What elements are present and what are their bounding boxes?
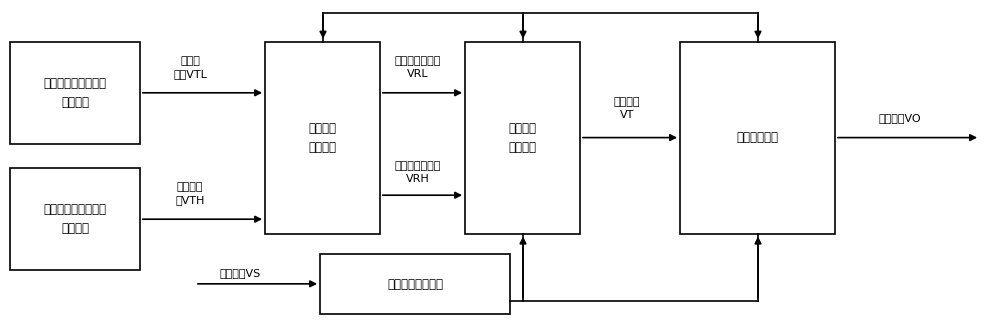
Bar bbox=[320, 254, 510, 314]
Bar bbox=[265, 42, 380, 234]
Text: 参考电压
VT: 参考电压 VT bbox=[614, 97, 640, 120]
Bar bbox=[465, 42, 580, 234]
Text: 正特性电
压VTH: 正特性电 压VTH bbox=[175, 182, 205, 205]
Text: 负特性
电压VTL: 负特性 电压VTL bbox=[173, 56, 207, 79]
Text: 信号补偿模块: 信号补偿模块 bbox=[737, 131, 779, 144]
Bar bbox=[10, 42, 140, 144]
Text: 测量信号取样模块: 测量信号取样模块 bbox=[387, 277, 443, 291]
Text: 补偿系数
选择模块: 补偿系数 选择模块 bbox=[509, 122, 537, 154]
Bar bbox=[680, 42, 835, 234]
Text: 正特性校正电压
VRH: 正特性校正电压 VRH bbox=[395, 161, 441, 184]
Bar bbox=[10, 168, 140, 270]
Text: 温度补偿
偏移模块: 温度补偿 偏移模块 bbox=[308, 122, 336, 154]
Text: 负特性校正电压
VRL: 负特性校正电压 VRL bbox=[395, 56, 441, 79]
Text: 负温度系数输出电压
产生模块: 负温度系数输出电压 产生模块 bbox=[44, 77, 106, 109]
Text: 测量电压VS: 测量电压VS bbox=[219, 268, 261, 278]
Text: 输出电压VO: 输出电压VO bbox=[879, 113, 921, 124]
Text: 正温度系数输出电压
产生模块: 正温度系数输出电压 产生模块 bbox=[44, 203, 106, 235]
